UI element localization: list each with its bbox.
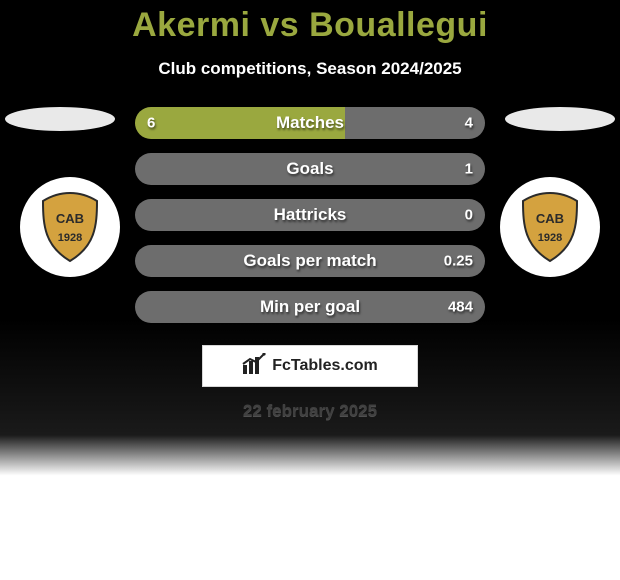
stat-value-right: 484 (448, 299, 473, 316)
comparison-area: CAB 1928 CAB 1928 6 Matches 4 (0, 107, 620, 323)
stat-label: Goals (286, 159, 333, 179)
player-photo-placeholder-left (5, 107, 115, 131)
stat-label: Hattricks (274, 205, 347, 225)
stat-value-right: 1 (465, 161, 473, 178)
club-badge-left: CAB 1928 (20, 177, 120, 277)
stat-row: Goals 1 (135, 153, 485, 185)
footer-date: 22 february 2025 (0, 401, 620, 421)
stat-value-right: 0 (465, 207, 473, 224)
shield-icon: CAB 1928 (39, 191, 101, 263)
brand-card[interactable]: FcTables.com (202, 345, 418, 387)
stat-label: Matches (276, 113, 344, 133)
club-abbr-right: CAB (536, 211, 564, 226)
stat-value-left: 6 (147, 115, 155, 132)
stat-label: Goals per match (243, 251, 376, 271)
brand-label: FcTables.com (272, 357, 378, 375)
club-year-right: 1928 (538, 232, 562, 244)
chart-icon (242, 353, 266, 380)
club-badge-right: CAB 1928 (500, 177, 600, 277)
stat-value-right: 0.25 (444, 253, 473, 270)
stat-value-right: 4 (465, 115, 473, 132)
stat-row: Min per goal 484 (135, 291, 485, 323)
page-subtitle: Club competitions, Season 2024/2025 (0, 59, 620, 79)
player-photo-placeholder-right (505, 107, 615, 131)
club-abbr-left: CAB (56, 211, 84, 226)
club-year-left: 1928 (58, 232, 82, 244)
stat-row: 6 Matches 4 (135, 107, 485, 139)
page-title: Akermi vs Bouallegui (0, 6, 620, 45)
stat-row: Goals per match 0.25 (135, 245, 485, 277)
stat-label: Min per goal (260, 297, 360, 317)
content-wrapper: Akermi vs Bouallegui Club competitions, … (0, 0, 620, 421)
stat-row: Hattricks 0 (135, 199, 485, 231)
stat-bars: 6 Matches 4 Goals 1 Hattricks 0 Goals pe… (135, 107, 485, 323)
shield-icon: CAB 1928 (519, 191, 581, 263)
